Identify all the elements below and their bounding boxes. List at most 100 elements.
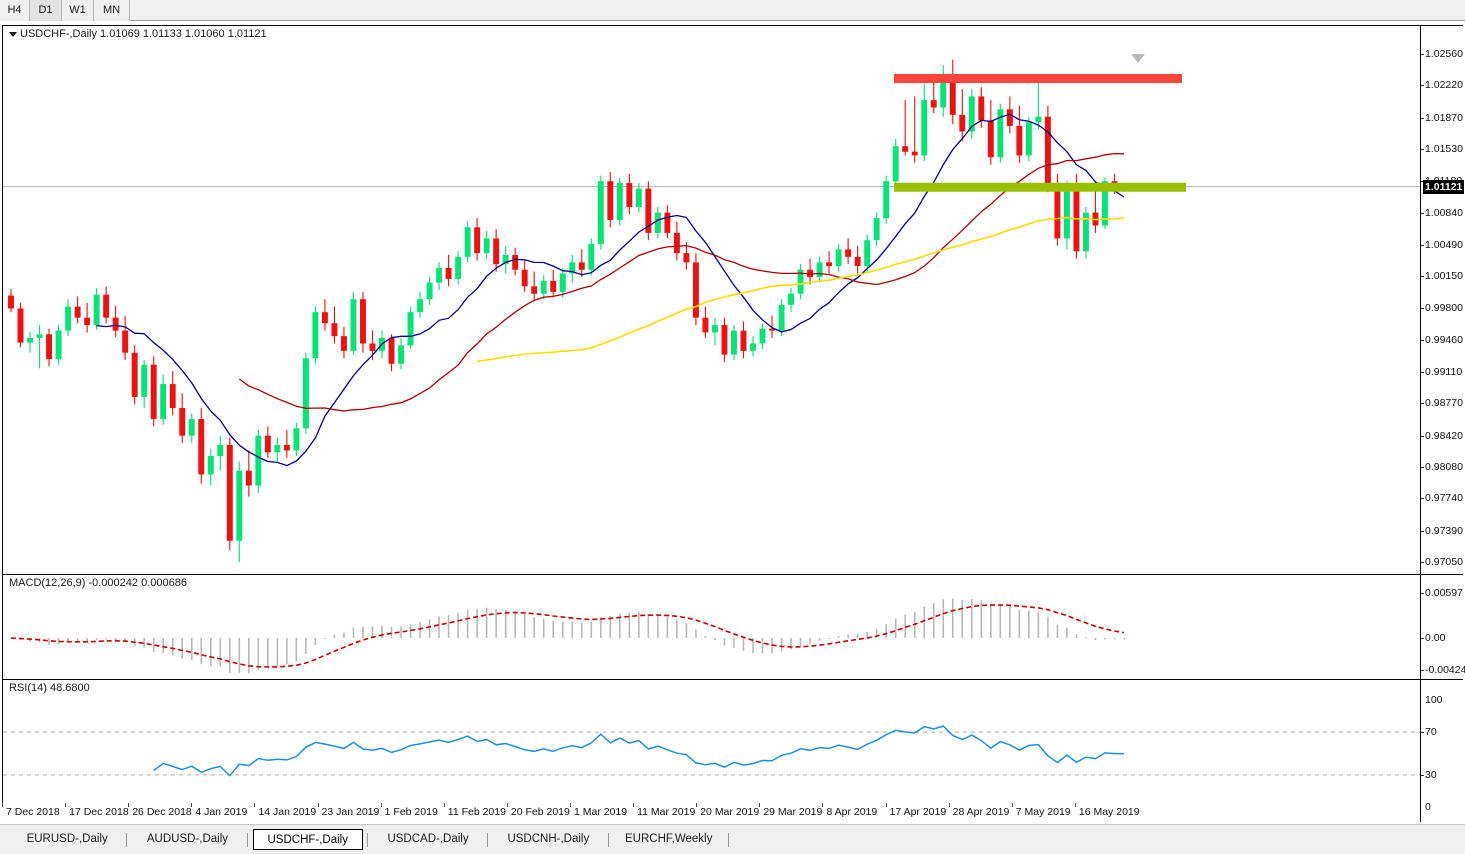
candle[interactable] — [1035, 79, 1042, 130]
candle[interactable] — [797, 264, 804, 300]
candle[interactable] — [65, 299, 72, 337]
candle[interactable] — [436, 262, 443, 291]
candle[interactable] — [750, 336, 756, 357]
candle[interactable] — [321, 299, 328, 331]
candle[interactable] — [350, 291, 357, 355]
candle[interactable] — [274, 437, 281, 462]
candle[interactable] — [150, 356, 157, 427]
rsi-scale[interactable]: 100 70 30 0 — [1420, 680, 1464, 822]
candle[interactable] — [455, 251, 462, 285]
candle[interactable] — [607, 172, 614, 228]
timeframe-button-mn[interactable]: MN — [94, 0, 130, 21]
candle[interactable] — [188, 413, 195, 444]
candle[interactable] — [512, 247, 519, 276]
candle[interactable] — [1025, 116, 1032, 161]
candle[interactable] — [883, 175, 890, 224]
candle[interactable] — [283, 430, 290, 458]
candle[interactable] — [331, 306, 338, 344]
candle[interactable] — [940, 65, 947, 117]
candle[interactable] — [578, 249, 585, 278]
candle[interactable] — [236, 461, 243, 562]
candle[interactable] — [740, 321, 747, 359]
candle[interactable] — [968, 89, 975, 139]
candle[interactable] — [502, 245, 509, 274]
price-plot[interactable] — [3, 26, 1420, 574]
candle[interactable] — [398, 337, 404, 370]
candle[interactable] — [74, 296, 81, 324]
candle[interactable] — [616, 177, 623, 226]
candle[interactable] — [569, 254, 576, 283]
macd-scale[interactable]: 0.00597 0.00 -0.004243 — [1420, 575, 1465, 679]
candle[interactable] — [93, 288, 100, 330]
symbol-tab-usdchf[interactable]: USDCHF-,Daily — [252, 829, 363, 850]
candle[interactable] — [654, 207, 661, 239]
support-zone[interactable] — [894, 182, 1186, 192]
candle[interactable] — [388, 334, 395, 372]
candle[interactable] — [902, 100, 909, 156]
candle[interactable] — [141, 360, 148, 409]
candle[interactable] — [702, 306, 709, 338]
candle[interactable] — [873, 212, 880, 246]
candle[interactable] — [217, 435, 224, 471]
candle[interactable] — [835, 243, 842, 272]
candle[interactable] — [131, 345, 138, 405]
candle[interactable] — [635, 183, 642, 213]
symbol-tab-usdcad[interactable]: USDCAD-,Daily — [387, 833, 469, 845]
candle[interactable] — [255, 430, 262, 493]
candle[interactable] — [959, 89, 966, 141]
candle[interactable] — [407, 306, 414, 350]
candle[interactable] — [264, 426, 271, 458]
candle[interactable] — [987, 100, 994, 165]
resistance-zone[interactable] — [894, 73, 1182, 83]
candle[interactable] — [626, 173, 633, 215]
candle[interactable] — [103, 286, 110, 324]
candle[interactable] — [17, 302, 24, 348]
candle[interactable] — [845, 238, 852, 265]
candle[interactable] — [597, 175, 604, 250]
candle[interactable] — [692, 253, 699, 326]
candle[interactable] — [540, 275, 547, 300]
candle[interactable] — [160, 374, 167, 425]
candle[interactable] — [226, 437, 233, 551]
candle[interactable] — [673, 221, 680, 261]
candle[interactable] — [474, 218, 481, 261]
candle[interactable] — [550, 269, 557, 298]
price-scale[interactable]: 1.025601.022201.018701.015301.011801.008… — [1420, 26, 1465, 574]
candle[interactable] — [892, 138, 899, 189]
candle[interactable] — [559, 267, 566, 298]
candle[interactable] — [711, 317, 718, 346]
candle[interactable] — [816, 256, 823, 283]
candle[interactable] — [464, 221, 471, 263]
candle[interactable] — [1063, 181, 1070, 250]
candle[interactable] — [122, 315, 129, 361]
timeframe-button-w1[interactable]: W1 — [62, 0, 94, 21]
candle[interactable] — [245, 450, 252, 497]
candle[interactable] — [207, 448, 214, 486]
candle[interactable] — [864, 234, 871, 272]
candle[interactable] — [36, 325, 43, 369]
candle[interactable] — [179, 393, 186, 444]
candle[interactable] — [169, 371, 176, 416]
candle[interactable] — [1082, 207, 1089, 259]
collapse-triangle-icon[interactable] — [9, 31, 17, 37]
candle[interactable] — [788, 288, 795, 313]
candle[interactable] — [293, 422, 300, 456]
rsi-plot[interactable] — [3, 680, 1420, 823]
symbol-tab-eurusd[interactable]: EURUSD-,Daily — [26, 833, 108, 845]
candle[interactable] — [531, 271, 538, 302]
symbol-tab-eurchf[interactable]: EURCHF,Weekly — [624, 833, 713, 845]
candle[interactable] — [493, 229, 500, 272]
candle[interactable] — [360, 291, 366, 353]
candle[interactable] — [483, 231, 490, 259]
timeframe-button-d1[interactable]: D1 — [30, 0, 62, 21]
candle[interactable] — [683, 242, 690, 270]
candle[interactable] — [759, 323, 766, 350]
candle[interactable] — [664, 205, 671, 239]
candle[interactable] — [521, 260, 528, 292]
symbol-tab-audusd[interactable]: AUDUSD-,Daily — [146, 833, 229, 845]
candle[interactable] — [826, 251, 833, 274]
candle[interactable] — [930, 81, 937, 114]
candle[interactable] — [445, 254, 452, 287]
macd-plot[interactable] — [3, 575, 1420, 680]
candle[interactable] — [340, 326, 347, 359]
